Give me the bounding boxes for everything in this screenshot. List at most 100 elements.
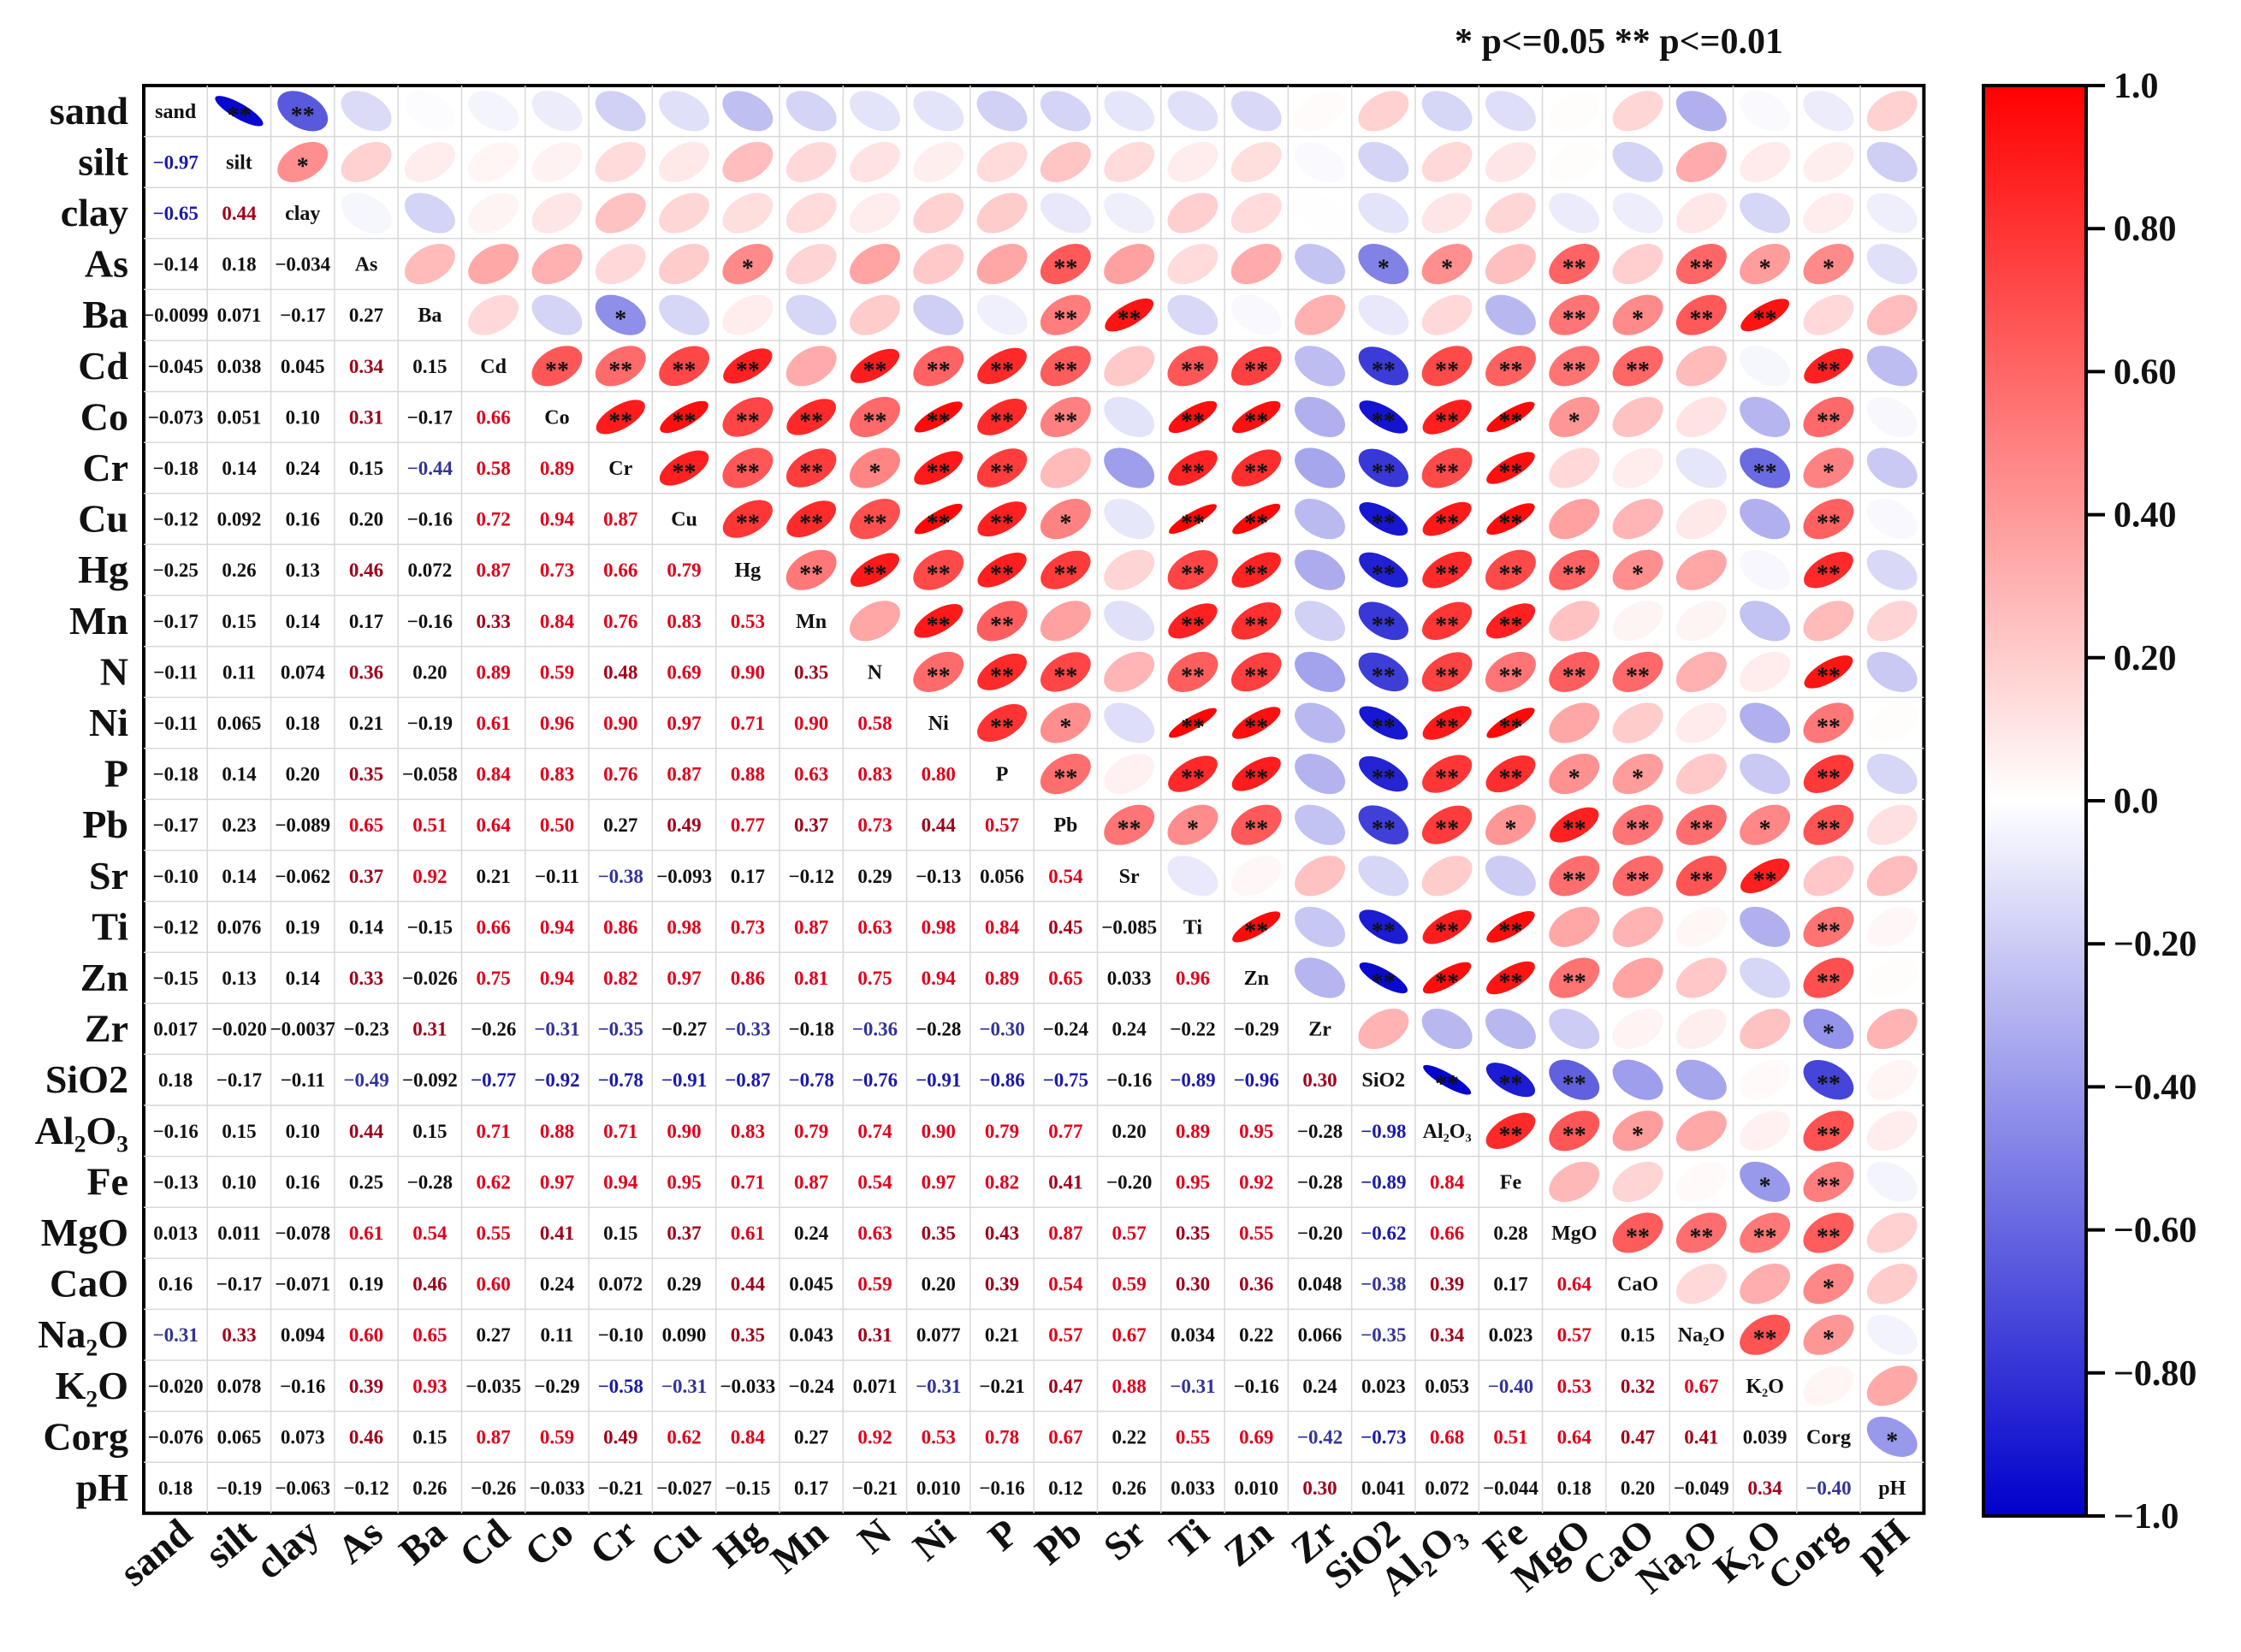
row-label: Co (80, 394, 128, 438)
correlation-ellipse (215, 96, 264, 127)
significance-star: ** (1817, 561, 1841, 588)
correlation-value: −0.26 (471, 1477, 516, 1499)
correlation-ellipse (1675, 447, 1727, 488)
correlation-ellipse (1167, 141, 1218, 182)
correlation-ellipse (1612, 754, 1663, 795)
significance-star: ** (1181, 459, 1205, 486)
significance-star: * (1886, 1428, 1898, 1454)
correlation-value: 0.86 (603, 916, 637, 938)
column-label: Cr (582, 1510, 645, 1573)
correlation-value: 0.27 (477, 1324, 511, 1346)
correlation-value: 0.072 (407, 560, 452, 581)
correlation-value: 0.84 (477, 764, 512, 785)
correlation-value: 0.90 (922, 1121, 956, 1142)
row-label: Ba (82, 293, 128, 336)
correlation-value: 0.97 (667, 713, 701, 734)
correlation-ellipse (1359, 502, 1408, 536)
correlation-value: 0.64 (1557, 1274, 1592, 1295)
significance-star: * (1632, 766, 1644, 792)
correlation-value: −0.18 (152, 458, 198, 479)
correlation-value: 0.98 (922, 916, 956, 938)
significance-star: ** (1817, 1224, 1841, 1251)
correlation-value: −0.076 (148, 1426, 204, 1448)
correlation-value: 0.92 (1239, 1171, 1273, 1193)
correlation-value: 0.16 (158, 1274, 193, 1295)
correlation-value: 0.10 (286, 1121, 320, 1142)
correlation-value: 0.94 (603, 1171, 638, 1193)
significance-star: ** (1817, 918, 1841, 944)
correlation-value: −0.027 (656, 1477, 712, 1499)
correlation-ellipse (914, 401, 963, 433)
significance-star: ** (545, 358, 569, 384)
diagonal-label: Cd (480, 356, 507, 378)
significance-star: ** (927, 408, 951, 435)
correlation-ellipse (1486, 910, 1535, 943)
correlation-value: 0.58 (857, 713, 892, 734)
significance-star: ** (1562, 561, 1586, 588)
correlation-ellipse (1612, 601, 1663, 642)
correlation-ellipse (1549, 244, 1600, 285)
correlation-ellipse (1359, 755, 1408, 792)
correlation-value: 0.57 (1112, 1223, 1147, 1244)
correlation-ellipse (1230, 346, 1282, 386)
correlation-value: 0.66 (477, 916, 511, 938)
correlation-ellipse (468, 141, 519, 182)
correlation-ellipse (404, 141, 455, 182)
correlation-ellipse (850, 348, 900, 383)
correlation-value: 0.71 (731, 1171, 765, 1193)
correlation-ellipse (1612, 1161, 1663, 1202)
significance-star: ** (927, 511, 951, 537)
correlation-ellipse (1421, 447, 1473, 488)
significance-star: ** (1053, 663, 1077, 690)
correlation-ellipse (1612, 1212, 1663, 1253)
correlation-ellipse (1167, 651, 1218, 692)
correlation-value: −0.15 (725, 1477, 770, 1499)
correlation-ellipse (1168, 603, 1218, 639)
correlation-value: 0.29 (667, 1274, 701, 1295)
significance-star: ** (1372, 766, 1396, 792)
correlation-value: −0.49 (343, 1069, 388, 1091)
column-label: Ti (1161, 1510, 1218, 1567)
correlation-value: 0.98 (667, 916, 701, 938)
correlation-ellipse (1230, 804, 1282, 845)
correlation-ellipse (1740, 754, 1791, 795)
correlation-value: 0.66 (477, 406, 511, 428)
correlation-value: 0.010 (916, 1477, 961, 1499)
correlation-value: 0.82 (603, 968, 637, 989)
colorbar: 1.0 0.80 0.60 0.40 0.20 0.0 −0.20 −0.40 −0.60 −0.… (1982, 67, 2197, 1537)
correlation-value: 0.88 (1112, 1376, 1147, 1397)
correlation-ellipse (1866, 549, 1918, 590)
correlation-value: −0.0037 (270, 1019, 335, 1040)
correlation-ellipse (1612, 957, 1663, 998)
significance-star: ** (736, 358, 760, 384)
correlation-ellipse (1803, 1059, 1854, 1100)
significance-star: ** (1435, 613, 1459, 639)
correlation-value: 0.46 (412, 1274, 447, 1295)
significance-star: ** (1244, 459, 1268, 486)
correlation-ellipse (1612, 396, 1663, 437)
row-label: SiO2 (45, 1057, 128, 1101)
significance-star: ** (990, 459, 1014, 486)
correlation-ellipse (786, 399, 836, 435)
correlation-value: 0.21 (477, 866, 511, 887)
correlation-ellipse (1549, 601, 1600, 642)
diagonal-label: Sr (1119, 866, 1140, 888)
correlation-ellipse (1675, 396, 1727, 437)
significance-star: ** (1181, 613, 1205, 639)
correlation-ellipse (786, 346, 837, 387)
correlation-value: 0.97 (540, 1171, 574, 1193)
significance-star: ** (1562, 663, 1586, 690)
correlation-ellipse (1740, 91, 1791, 132)
correlation-value: −0.12 (152, 916, 198, 938)
correlation-ellipse (1549, 1009, 1600, 1050)
correlation-ellipse (1675, 549, 1727, 590)
row-label: MgO (41, 1211, 128, 1254)
correlation-value: 0.48 (603, 661, 637, 683)
significance-star: ** (1753, 459, 1777, 486)
significance-star: ** (1562, 816, 1586, 843)
diagonal-label: Co (544, 406, 569, 429)
correlation-value: −0.40 (1805, 1477, 1851, 1499)
correlation-ellipse (1422, 755, 1473, 793)
correlation-ellipse (1549, 957, 1600, 998)
correlation-value: 0.24 (794, 1223, 829, 1244)
